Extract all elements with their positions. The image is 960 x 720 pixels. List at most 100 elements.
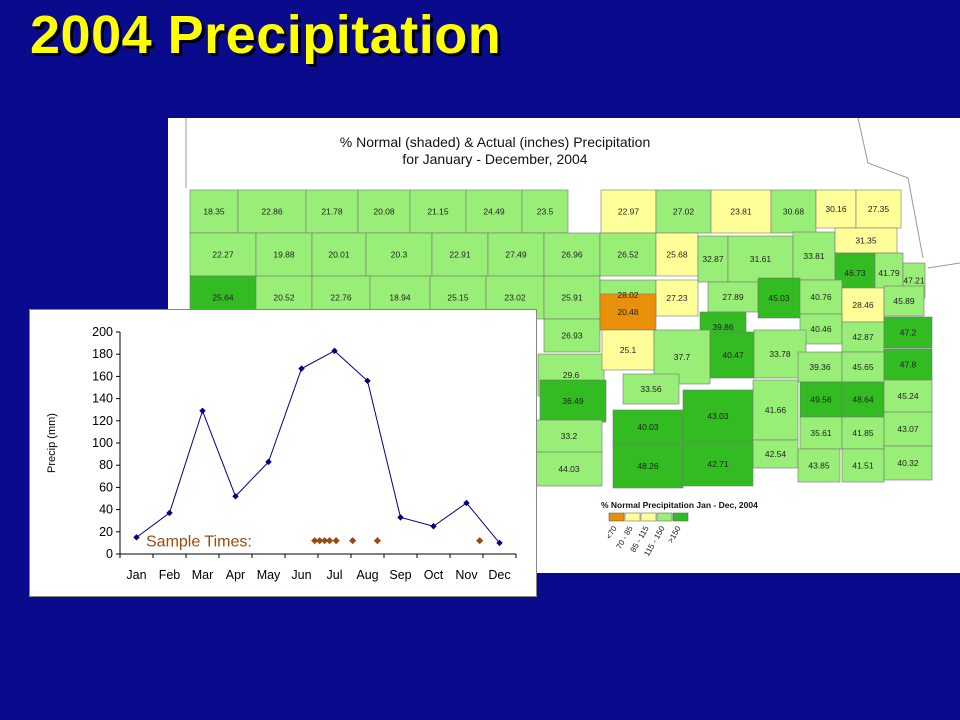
county-value: 48.26	[637, 461, 659, 471]
county-cell	[599, 232, 657, 277]
x-tick-label: Sep	[389, 568, 411, 582]
county-cell	[710, 189, 772, 234]
county-value: 24.49	[483, 207, 505, 217]
county-cell	[752, 439, 799, 469]
county-cell	[883, 445, 933, 481]
legend-swatch	[672, 512, 689, 522]
county-cell	[815, 189, 857, 229]
legend-title: % Normal Precipitation Jan - Dec, 2004	[601, 500, 758, 510]
county-value: 22.91	[449, 250, 471, 260]
slide-title: 2004 Precipitation	[30, 5, 502, 65]
county-value: 28.02	[617, 290, 639, 300]
y-axis-label: Precip (mm)	[46, 413, 58, 473]
county-value: 45.03	[768, 293, 790, 303]
x-tick-label: Apr	[226, 568, 245, 582]
legend-swatch	[640, 512, 657, 522]
monthly-precip-chart-panel: 0 20 40 60 80 100 120 140 160 180 200 Jan Feb Mar Apr M…	[29, 309, 537, 597]
county-cell	[539, 379, 607, 423]
county-cell	[841, 448, 885, 483]
map-title-line2: for January - December, 2004	[402, 151, 587, 167]
county-cell	[237, 189, 307, 234]
county-value: 20.48	[617, 307, 639, 317]
y-tick-label: 80	[99, 458, 113, 472]
county-value: 31.35	[855, 236, 877, 246]
county-value: 20.01	[328, 250, 350, 260]
county-cell	[431, 232, 489, 277]
county-cell	[543, 275, 601, 320]
county-cell	[521, 189, 569, 234]
county-value: 27.89	[722, 292, 744, 302]
y-tick-label: 100	[92, 436, 113, 450]
x-tick-label: Oct	[424, 568, 444, 582]
county-cell	[707, 281, 759, 313]
county-value: 30.16	[825, 204, 847, 214]
county-value: 23.5	[537, 207, 554, 217]
county-value: 42.54	[765, 449, 787, 459]
county-cell	[612, 443, 684, 489]
county-cell	[883, 379, 933, 413]
county-value: 25.68	[666, 250, 688, 260]
county-cell	[189, 232, 257, 277]
county-value: 40.32	[897, 458, 919, 468]
county-value: 46.73	[844, 268, 866, 278]
county-cell	[305, 189, 359, 234]
county-value: 42.71	[707, 459, 729, 469]
legend-label: >150	[666, 524, 683, 545]
sample-time-marker	[349, 537, 357, 545]
county-value: 20.52	[273, 293, 295, 303]
county-value: 40.46	[810, 324, 832, 334]
county-value: 33.2	[561, 431, 578, 441]
county-cell	[543, 318, 601, 353]
county-cell	[752, 379, 799, 441]
county-cell	[709, 331, 757, 379]
data-point	[166, 509, 173, 517]
sample-time-marker	[373, 537, 381, 545]
county-cell	[655, 189, 712, 234]
county-value: 31.61	[750, 254, 772, 264]
county-value: 23.02	[504, 293, 526, 303]
county-cell	[841, 351, 885, 383]
monthly-precip-chart: 0 20 40 60 80 100 120 140 160 180 200 Jan Feb Mar Apr M…	[46, 325, 517, 582]
county-cell	[487, 232, 545, 277]
county-value: 39.36	[809, 362, 831, 372]
county-cell	[601, 329, 655, 371]
county-cell	[792, 231, 836, 281]
county-cell	[834, 227, 898, 254]
y-tick-label: 40	[99, 503, 113, 517]
y-tick-label: 180	[92, 347, 113, 361]
county-cell	[883, 316, 933, 349]
county-value: 19.88	[273, 250, 295, 260]
county-value: 41.85	[852, 428, 874, 438]
county-value: 48.64	[852, 395, 874, 405]
county-value: 26.52	[617, 250, 639, 260]
county-cell	[727, 235, 794, 283]
county-value: 39.86	[712, 322, 734, 332]
sample-time-marker	[325, 537, 334, 545]
county-cell	[622, 373, 680, 405]
county-value: 41.79	[878, 268, 900, 278]
county-value: 28.46	[852, 300, 874, 310]
county-value: 23.81	[730, 207, 752, 217]
legend-swatch	[608, 512, 625, 522]
county-value: 30.68	[783, 207, 805, 217]
county-value: 22.76	[330, 293, 352, 303]
county-value: 26.93	[561, 331, 583, 341]
county-value: 45.65	[852, 362, 874, 372]
state-border-line	[927, 262, 960, 269]
county-cell	[655, 232, 699, 277]
data-point	[265, 458, 272, 466]
county-value: 45.24	[897, 391, 919, 401]
data-point	[298, 365, 305, 372]
county-cell	[883, 285, 925, 317]
county-value: 44.03	[558, 464, 580, 474]
x-tick-label: Feb	[159, 568, 181, 582]
county-cell	[189, 189, 239, 234]
county-value: 26.96	[561, 250, 583, 260]
county-cell	[612, 409, 684, 445]
county-cell	[255, 232, 313, 277]
county-value: 43.85	[808, 461, 830, 471]
county-cell	[855, 189, 902, 229]
county-value: 29.6	[563, 370, 580, 380]
data-point	[199, 407, 206, 415]
data-point	[364, 377, 371, 385]
